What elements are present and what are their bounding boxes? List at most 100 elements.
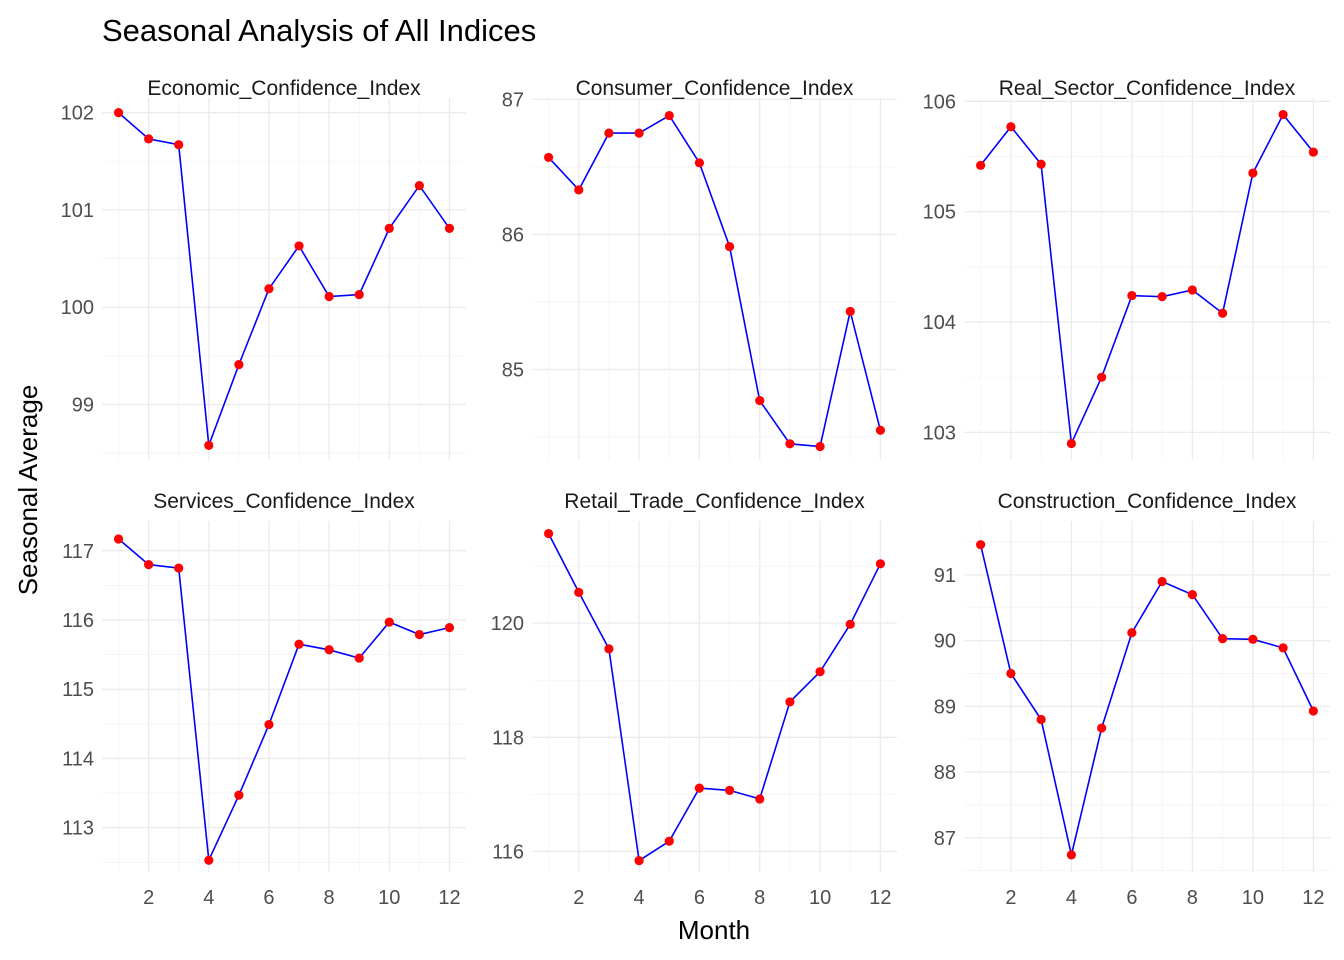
panel-consumer-confidence-index: 85 86 87 Consumer_Confidence_Index: [502, 77, 897, 460]
panel-strip-label: Retail_Trade_Confidence_Index: [564, 490, 865, 513]
data-point: [604, 128, 614, 138]
data-point: [204, 855, 214, 865]
data-point: [1308, 147, 1318, 157]
panel-real-sector-confidence-index: 103 104 105 106 Real_Sector_Confidence_Index: [923, 77, 1330, 460]
data-point: [875, 559, 886, 569]
panel-construction-confidence-index: 87 88 89 90 91 2 4 6 8 10 12 Construction_Confidenc…: [934, 490, 1330, 909]
panel-strip-label: Consumer_Confidence_Index: [576, 77, 854, 100]
data-point: [976, 540, 986, 550]
data-point: [1187, 285, 1197, 295]
data-point: [354, 653, 364, 663]
y-tick-label: 103: [923, 422, 956, 444]
data-point: [113, 534, 124, 544]
data-point: [414, 629, 424, 640]
data-point: [815, 667, 825, 677]
x-tick-label: 12: [1302, 887, 1324, 909]
data-point: [976, 160, 986, 170]
data-point: [845, 619, 855, 629]
data-point: [1127, 628, 1137, 638]
data-point: [414, 180, 424, 191]
data-point: [264, 719, 274, 730]
x-tick-label: 8: [324, 887, 335, 909]
y-tick-label: 104: [923, 312, 956, 334]
data-point: [1248, 168, 1258, 178]
data-point: [294, 639, 304, 649]
chart-title: Seasonal Analysis of All Indices: [102, 13, 536, 48]
x-tick-label: 12: [869, 887, 891, 909]
data-point: [1278, 109, 1288, 120]
panel-strip-label: Services_Confidence_Index: [153, 490, 415, 513]
data-point: [354, 289, 364, 300]
y-tick-label: 102: [61, 103, 94, 125]
y-tick-label: 115: [62, 679, 94, 701]
data-point: [634, 128, 644, 138]
data-point: [174, 140, 184, 150]
data-point: [294, 241, 304, 251]
data-point: [444, 623, 455, 633]
data-point: [234, 790, 244, 800]
data-point: [724, 241, 735, 252]
x-tick-label: 10: [1242, 887, 1264, 909]
series-line: [117, 538, 450, 864]
x-tick-label: 10: [378, 887, 400, 909]
y-tick-label: 113: [62, 818, 94, 840]
data-point: [694, 783, 705, 793]
x-tick-label: 4: [203, 887, 214, 909]
series-line: [117, 111, 451, 446]
data-point: [634, 855, 644, 866]
data-point: [174, 563, 184, 573]
data-point: [574, 587, 584, 597]
data-point: [1036, 714, 1046, 725]
data-point: [785, 439, 795, 449]
series-line: [548, 114, 882, 448]
data-point: [1127, 290, 1137, 301]
data-point: [264, 284, 274, 294]
data-point: [324, 291, 334, 302]
data-point: [1157, 292, 1167, 302]
data-point: [543, 152, 554, 163]
data-point: [1006, 122, 1016, 132]
data-point: [755, 395, 765, 406]
data-point: [1308, 706, 1318, 716]
y-tick-label: 106: [923, 91, 956, 113]
panel-retail-trade-confidence-index: 116 118 120 2 4 6 8 10 12 Retail_Trade_Confidence…: [491, 490, 897, 909]
x-tick-label: 4: [1066, 887, 1077, 909]
y-tick-label: 89: [934, 696, 956, 718]
x-tick-label: 8: [1187, 887, 1198, 909]
data-point: [1278, 643, 1288, 653]
y-tick-label: 87: [934, 828, 956, 850]
y-tick-label: 100: [61, 297, 94, 319]
data-point: [1248, 634, 1258, 644]
y-tick-label: 118: [492, 727, 524, 749]
x-tick-label: 6: [694, 887, 705, 909]
x-tick-label: 8: [754, 887, 765, 909]
y-tick-label: 105: [923, 202, 956, 224]
y-tick-label: 114: [62, 748, 94, 770]
x-tick-label: 2: [143, 887, 154, 909]
data-point: [144, 560, 154, 570]
x-axis-title: Month: [678, 915, 750, 945]
data-point: [815, 441, 825, 452]
data-point: [1006, 668, 1016, 679]
data-point: [1097, 723, 1107, 733]
data-point: [144, 134, 154, 144]
data-point: [574, 185, 584, 195]
y-axis-title: Seasonal Average: [13, 385, 43, 596]
data-point: [1157, 576, 1167, 587]
y-tick-label: 120: [491, 613, 524, 635]
data-point: [113, 107, 124, 118]
data-point: [1097, 372, 1107, 382]
data-point: [384, 223, 394, 233]
data-point: [604, 644, 614, 654]
y-tick-label: 87: [502, 89, 524, 111]
y-tick-label: 116: [492, 841, 524, 863]
series-line: [547, 533, 882, 862]
y-tick-label: 99: [72, 395, 94, 417]
panel-strip-label: Real_Sector_Confidence_Index: [999, 77, 1296, 100]
data-point: [1066, 850, 1076, 860]
data-point: [444, 223, 455, 233]
data-point: [543, 528, 554, 539]
y-tick-label: 85: [502, 360, 524, 382]
y-tick-label: 91: [934, 565, 956, 587]
